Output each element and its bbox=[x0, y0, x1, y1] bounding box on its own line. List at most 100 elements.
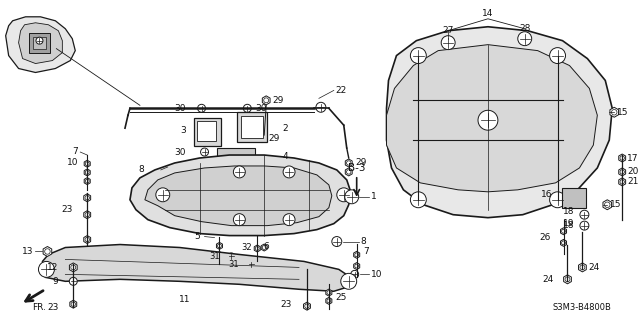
Text: B-3: B-3 bbox=[348, 163, 365, 173]
Bar bbox=[33, 37, 47, 48]
Polygon shape bbox=[619, 168, 626, 176]
Text: 19: 19 bbox=[563, 219, 575, 228]
Polygon shape bbox=[216, 252, 223, 259]
Polygon shape bbox=[157, 170, 165, 180]
Circle shape bbox=[410, 192, 426, 208]
Polygon shape bbox=[326, 297, 332, 304]
Polygon shape bbox=[6, 17, 76, 72]
Text: 8: 8 bbox=[138, 166, 144, 174]
Circle shape bbox=[69, 277, 77, 285]
Text: 5: 5 bbox=[194, 232, 200, 241]
Polygon shape bbox=[603, 200, 612, 210]
Polygon shape bbox=[261, 244, 268, 251]
Circle shape bbox=[580, 210, 589, 219]
Polygon shape bbox=[42, 245, 351, 291]
Text: 23: 23 bbox=[47, 303, 58, 312]
Polygon shape bbox=[619, 154, 626, 162]
Polygon shape bbox=[387, 45, 597, 192]
Text: 10: 10 bbox=[67, 159, 78, 167]
Circle shape bbox=[283, 214, 295, 226]
Text: 28: 28 bbox=[519, 24, 531, 33]
Text: 29: 29 bbox=[268, 134, 280, 143]
Text: 7: 7 bbox=[72, 146, 78, 156]
Text: 13: 13 bbox=[22, 247, 33, 256]
Circle shape bbox=[518, 32, 532, 46]
Circle shape bbox=[198, 104, 205, 112]
Text: 25: 25 bbox=[336, 293, 347, 302]
Text: 24: 24 bbox=[588, 263, 600, 272]
Text: 16: 16 bbox=[541, 190, 552, 199]
Text: 29: 29 bbox=[356, 159, 367, 167]
Circle shape bbox=[234, 166, 245, 178]
Bar bbox=[241, 116, 263, 138]
Polygon shape bbox=[262, 96, 270, 105]
Text: 31: 31 bbox=[228, 260, 239, 269]
Text: 29: 29 bbox=[272, 96, 284, 105]
Text: 23: 23 bbox=[61, 205, 72, 214]
Text: S3M3-B4800B: S3M3-B4800B bbox=[552, 303, 611, 312]
Text: 6: 6 bbox=[263, 242, 269, 251]
Bar bbox=[237, 112, 267, 142]
Circle shape bbox=[337, 188, 351, 202]
Polygon shape bbox=[84, 160, 90, 167]
Circle shape bbox=[550, 192, 566, 208]
Text: 30: 30 bbox=[174, 104, 186, 113]
Circle shape bbox=[478, 110, 498, 130]
Polygon shape bbox=[303, 302, 310, 310]
Polygon shape bbox=[354, 251, 360, 258]
Bar bbox=[218, 148, 255, 176]
Polygon shape bbox=[84, 169, 90, 176]
Text: 17: 17 bbox=[627, 153, 639, 162]
Circle shape bbox=[340, 273, 356, 289]
Circle shape bbox=[234, 214, 245, 226]
Circle shape bbox=[243, 104, 252, 112]
Text: 15: 15 bbox=[611, 200, 621, 209]
Polygon shape bbox=[259, 134, 266, 143]
Polygon shape bbox=[346, 168, 352, 176]
Text: 18: 18 bbox=[563, 221, 575, 230]
Polygon shape bbox=[346, 159, 352, 167]
Circle shape bbox=[332, 237, 342, 247]
Text: 26: 26 bbox=[540, 233, 550, 242]
Text: 27: 27 bbox=[442, 26, 454, 35]
Text: 15: 15 bbox=[617, 108, 628, 117]
Polygon shape bbox=[19, 23, 62, 63]
Polygon shape bbox=[130, 155, 351, 235]
Polygon shape bbox=[326, 289, 332, 296]
Text: 32: 32 bbox=[242, 243, 252, 252]
Text: 23: 23 bbox=[281, 300, 292, 309]
Polygon shape bbox=[354, 263, 360, 270]
Text: 30: 30 bbox=[174, 148, 186, 157]
Text: 10: 10 bbox=[371, 270, 382, 279]
Circle shape bbox=[228, 253, 235, 260]
Text: 3: 3 bbox=[180, 126, 186, 135]
Polygon shape bbox=[69, 263, 77, 272]
Polygon shape bbox=[387, 27, 612, 218]
Circle shape bbox=[441, 36, 455, 50]
Text: 8: 8 bbox=[361, 237, 367, 246]
Text: 24: 24 bbox=[542, 275, 554, 284]
Polygon shape bbox=[84, 235, 91, 243]
Text: 31: 31 bbox=[209, 252, 220, 261]
Text: 4: 4 bbox=[282, 152, 288, 160]
Polygon shape bbox=[84, 194, 91, 202]
Bar bbox=[561, 188, 586, 208]
Text: 20: 20 bbox=[627, 167, 639, 176]
Polygon shape bbox=[84, 211, 91, 219]
Circle shape bbox=[550, 48, 566, 63]
Circle shape bbox=[580, 221, 589, 230]
Text: 12: 12 bbox=[47, 263, 58, 272]
Circle shape bbox=[248, 261, 255, 268]
Circle shape bbox=[156, 188, 170, 202]
Polygon shape bbox=[564, 275, 572, 284]
Text: FR.: FR. bbox=[33, 303, 46, 312]
Text: 21: 21 bbox=[627, 177, 639, 186]
Circle shape bbox=[38, 262, 54, 277]
Polygon shape bbox=[619, 178, 626, 186]
Text: 7: 7 bbox=[364, 247, 369, 256]
Polygon shape bbox=[84, 178, 90, 185]
Circle shape bbox=[36, 37, 43, 44]
Polygon shape bbox=[70, 300, 77, 308]
Polygon shape bbox=[579, 263, 586, 272]
Text: 1: 1 bbox=[371, 192, 376, 201]
